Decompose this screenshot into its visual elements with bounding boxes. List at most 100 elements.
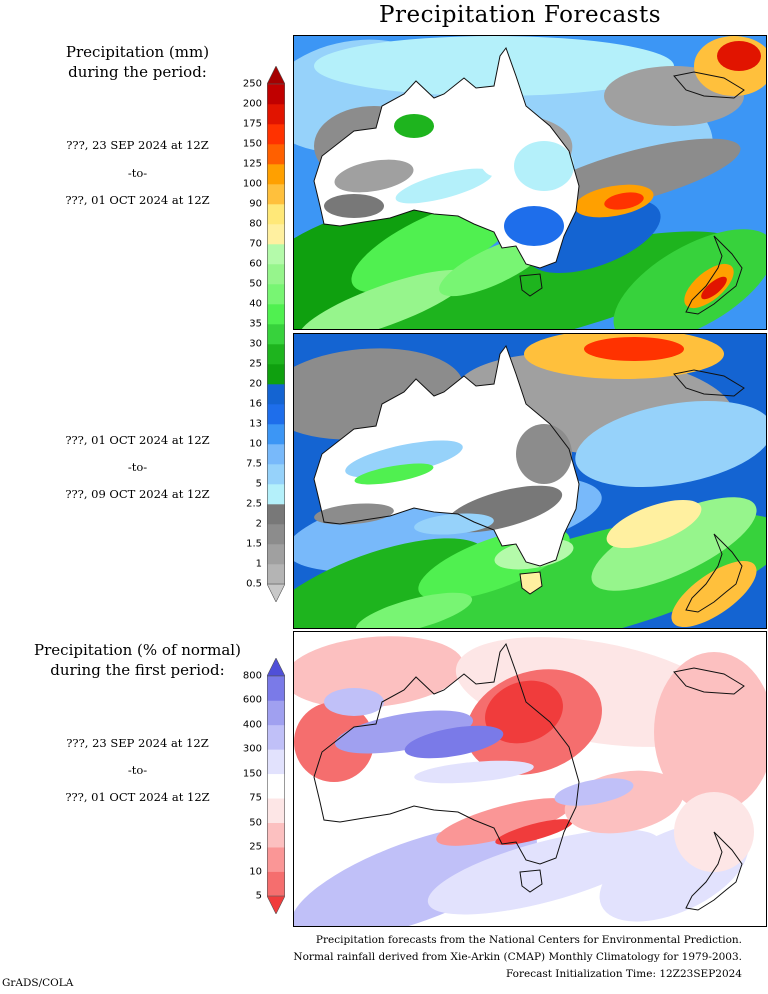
precip-colorbar-swatch — [267, 364, 285, 385]
precip-colorbar-tick-label: 150 — [242, 138, 262, 150]
pct-colorbar-ticks: 5 10 25 50 75 150 300 400 600 800 — [232, 658, 262, 914]
precip-colorbar-tick-label: 35 — [249, 318, 262, 330]
period2-end: ???, 09 OCT 2024 at 12Z — [65, 487, 210, 501]
period3-end: ???, 01 OCT 2024 at 12Z — [65, 790, 210, 804]
precip-colorbar-tick-label: 125 — [242, 158, 262, 170]
footer-line2: Normal rainfall derived from Xie-Arkin (… — [293, 951, 742, 963]
pct-colorbar-swatch — [267, 847, 285, 872]
precip-colorbar-swatch — [267, 464, 285, 485]
pct-colorbar-min-triangle — [267, 895, 285, 914]
precip-colorbar-swatch — [267, 344, 285, 365]
precip-header-line1: Precipitation (mm) — [65, 43, 210, 61]
pct-normal-map — [293, 631, 767, 927]
period3-separator: -to- — [127, 763, 148, 777]
precip-colorbar-tick-label: 2.5 — [246, 498, 262, 510]
precip-colorbar-tick-label: 30 — [249, 338, 262, 350]
precip-colorbar-swatch — [267, 144, 285, 165]
precip-colorbar-swatch — [267, 324, 285, 345]
precip-colorbar-swatch — [267, 124, 285, 145]
precip-colorbar-tick-label: 60 — [249, 258, 262, 270]
precip-colorbar-tick-label: 0.5 — [246, 578, 262, 590]
pct-colorbar-tick-label: 400 — [242, 719, 262, 731]
pct-colorbar-swatch — [267, 700, 285, 726]
precip-colorbar-tick-label: 175 — [242, 118, 262, 130]
precip-colorbar-swatch — [267, 104, 285, 125]
precip-colorbar-swatch — [267, 184, 285, 205]
precip-colorbar-swatch — [267, 564, 285, 585]
pct-colorbar-swatch — [267, 724, 285, 750]
period2-start: ???, 01 OCT 2024 at 12Z — [65, 433, 210, 447]
pct-colorbar-max-triangle — [267, 658, 285, 677]
pct-header: Precipitation (% of normal) during the f… — [0, 640, 275, 680]
pct-colorbar-tick-label: 25 — [249, 841, 262, 853]
period3-start: ???, 23 SEP 2024 at 12Z — [66, 736, 209, 750]
footer-line3: Forecast Initialization Time: 12Z23SEP20… — [505, 968, 742, 980]
precip-colorbar-tick-label: 16 — [249, 398, 262, 410]
precip-colorbar-tick-label: 70 — [249, 238, 262, 250]
precip-colorbar-swatch — [267, 304, 285, 325]
pct-colorbar — [267, 658, 285, 914]
precip-colorbar-swatch — [267, 544, 285, 565]
precip-colorbar-tick-label: 7.5 — [246, 458, 262, 470]
pct-colorbar-swatch — [267, 822, 285, 848]
precip-colorbar-max-triangle — [267, 66, 285, 85]
pct-header-line1: Precipitation (% of normal) — [34, 641, 241, 659]
precip-colorbar-tick-label: 1.5 — [246, 538, 262, 550]
precip-header: Precipitation (mm) during the period: — [0, 42, 275, 82]
period1-separator: -to- — [127, 166, 148, 180]
precip-colorbar-tick-label: 1 — [255, 558, 262, 570]
precip-colorbar-swatch — [267, 444, 285, 465]
precip-colorbar-tick-label: 90 — [249, 198, 262, 210]
pct-header-line2: during the first period: — [50, 661, 225, 679]
pct-colorbar-swatch — [267, 798, 285, 823]
precip-colorbar-tick-label: 13 — [249, 418, 262, 430]
footer-line1: Precipitation forecasts from the Nationa… — [315, 934, 742, 946]
period1-start: ???, 23 SEP 2024 at 12Z — [66, 138, 209, 152]
precip-colorbar-swatch — [267, 284, 285, 305]
coastline — [313, 344, 745, 613]
pct-colorbar-tick-label: 600 — [242, 694, 262, 706]
precip-colorbar-swatch — [267, 384, 285, 405]
precip-colorbar-swatch — [267, 204, 285, 225]
precip-colorbar-swatch — [267, 164, 285, 185]
precip-colorbar-tick-label: 250 — [242, 78, 262, 90]
pct-colorbar-swatch — [267, 749, 285, 775]
page-title: Precipitation Forecasts — [378, 2, 662, 28]
precip-colorbar-swatch — [267, 424, 285, 445]
precip-colorbar-swatch — [267, 84, 285, 105]
precip-colorbar — [267, 66, 285, 602]
precip-colorbar-swatch — [267, 504, 285, 525]
pct-colorbar-tick-label: 50 — [249, 817, 262, 829]
pct-colorbar-swatch — [267, 871, 285, 897]
precip-colorbar-tick-label: 20 — [249, 378, 262, 390]
precip-colorbar-swatch — [267, 224, 285, 245]
precip-colorbar-tick-label: 40 — [249, 298, 262, 310]
coastline — [313, 46, 745, 315]
precip-colorbar-tick-label: 50 — [249, 278, 262, 290]
precip-colorbar-swatch — [267, 244, 285, 265]
precip-colorbar-swatch — [267, 264, 285, 285]
period1-end: ???, 01 OCT 2024 at 12Z — [65, 193, 210, 207]
pct-colorbar-tick-label: 10 — [249, 866, 262, 878]
precip-colorbar-tick-label: 100 — [242, 178, 262, 190]
precip-colorbar-tick-label: 200 — [242, 98, 262, 110]
precip-colorbar-swatch — [267, 404, 285, 425]
grads-credit: GrADS/COLA — [2, 977, 74, 989]
precip-colorbar-tick-label: 2 — [255, 518, 262, 530]
precip-colorbar-tick-label: 80 — [249, 218, 262, 230]
pct-colorbar-swatch — [267, 773, 285, 799]
precip-map-period1 — [293, 35, 767, 330]
precip-colorbar-ticks: 0.5 1 1.5 2 2.5 5 7.5 10 13 16 20 25 30 35 40 50 60 70 80 9… — [232, 66, 262, 602]
pct-colorbar-tick-label: 800 — [242, 670, 262, 682]
pct-colorbar-tick-label: 5 — [255, 890, 262, 902]
pct-colorbar-tick-label: 75 — [249, 792, 262, 804]
period2-separator: -to- — [127, 460, 148, 474]
precip-colorbar-swatch — [267, 484, 285, 505]
pct-colorbar-swatch — [267, 676, 285, 701]
precip-header-line2: during the period: — [68, 63, 207, 81]
pct-colorbar-tick-label: 150 — [242, 768, 262, 780]
footer-notes: Precipitation forecasts from the Nationa… — [262, 932, 742, 983]
pct-colorbar-tick-label: 300 — [242, 743, 262, 755]
precip-colorbar-swatch — [267, 524, 285, 545]
precip-map-period2 — [293, 333, 767, 629]
